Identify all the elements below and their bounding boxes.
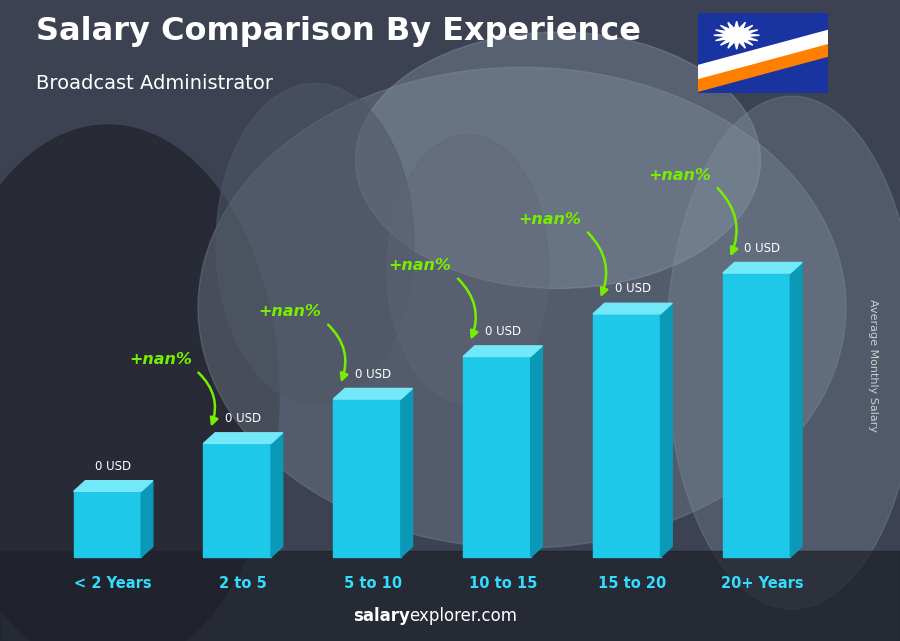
Polygon shape [723,262,802,273]
Text: 0 USD: 0 USD [485,325,521,338]
Polygon shape [593,303,672,314]
Polygon shape [400,388,412,557]
Text: 10 to 15: 10 to 15 [469,576,537,592]
Polygon shape [698,30,828,79]
Text: 0 USD: 0 USD [95,460,131,473]
Polygon shape [661,546,672,557]
Text: 20+ Years: 20+ Years [721,576,804,592]
Text: 15 to 20: 15 to 20 [598,576,667,592]
Polygon shape [271,433,283,557]
Polygon shape [593,314,661,557]
Polygon shape [531,346,543,557]
Text: 0 USD: 0 USD [744,242,780,254]
Polygon shape [203,433,283,444]
Text: salary: salary [353,607,410,625]
Text: 0 USD: 0 USD [355,368,391,381]
Polygon shape [723,273,790,557]
Polygon shape [400,546,412,557]
Text: 2 to 5: 2 to 5 [220,576,267,592]
Text: Salary Comparison By Experience: Salary Comparison By Experience [36,16,641,47]
Ellipse shape [198,67,846,548]
Polygon shape [464,356,531,557]
Polygon shape [531,546,543,557]
Polygon shape [74,492,141,557]
Polygon shape [464,346,543,356]
Polygon shape [698,44,828,92]
Text: Average Monthly Salary: Average Monthly Salary [868,299,878,432]
Bar [0,551,900,641]
Ellipse shape [666,96,900,609]
Ellipse shape [216,83,414,404]
Polygon shape [203,444,271,557]
Polygon shape [141,546,153,557]
Text: 0 USD: 0 USD [615,283,651,296]
Ellipse shape [0,125,279,641]
Polygon shape [271,546,283,557]
Polygon shape [714,21,760,49]
Polygon shape [790,262,802,557]
Polygon shape [74,481,153,492]
Text: 0 USD: 0 USD [225,412,261,425]
Text: +nan%: +nan% [648,168,711,183]
Text: Broadcast Administrator: Broadcast Administrator [36,74,273,93]
Text: +nan%: +nan% [258,304,321,319]
Text: +nan%: +nan% [518,212,581,227]
Text: 5 to 10: 5 to 10 [344,576,402,592]
Polygon shape [661,303,672,557]
Polygon shape [141,481,153,557]
Polygon shape [333,388,412,399]
Polygon shape [333,399,400,557]
Text: explorer.com: explorer.com [410,607,518,625]
Text: +nan%: +nan% [389,258,452,273]
Ellipse shape [356,32,760,288]
Text: < 2 Years: < 2 Years [75,576,152,592]
Polygon shape [790,546,802,557]
Text: +nan%: +nan% [129,352,192,367]
Ellipse shape [387,135,549,404]
